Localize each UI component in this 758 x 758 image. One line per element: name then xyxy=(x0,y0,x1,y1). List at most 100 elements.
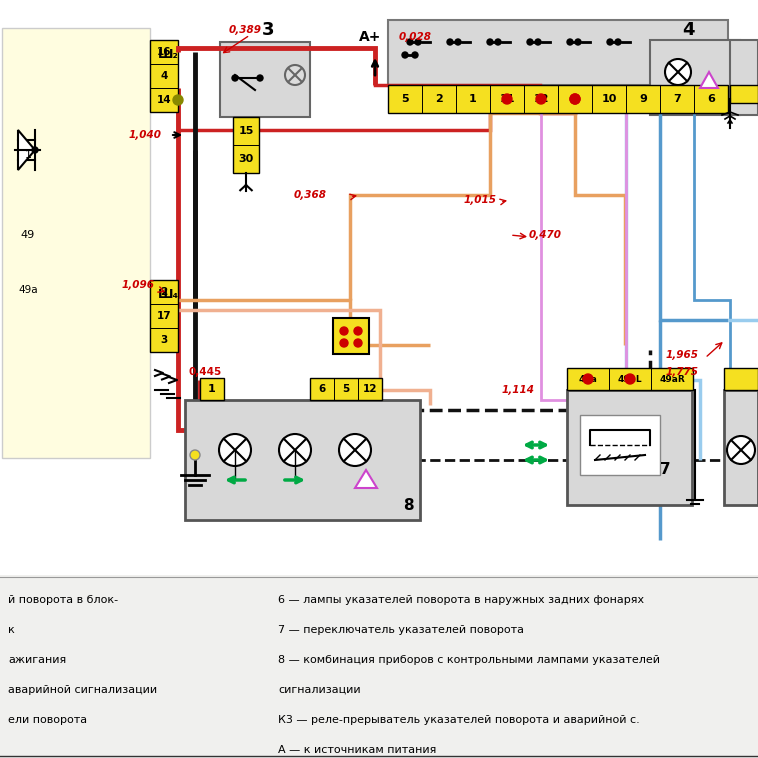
Text: Ш₄: Ш₄ xyxy=(158,289,178,302)
Circle shape xyxy=(339,434,371,466)
FancyBboxPatch shape xyxy=(310,378,382,400)
Text: 1,114: 1,114 xyxy=(502,385,534,395)
Text: A+: A+ xyxy=(359,30,381,44)
Circle shape xyxy=(455,39,461,45)
Text: 30: 30 xyxy=(238,154,254,164)
Circle shape xyxy=(607,39,613,45)
Circle shape xyxy=(447,39,453,45)
Text: 0,368: 0,368 xyxy=(293,190,327,200)
Text: 15: 15 xyxy=(238,126,254,136)
Text: А — к источникам питания: А — к источникам питания xyxy=(278,745,437,755)
Circle shape xyxy=(495,39,501,45)
Text: 2: 2 xyxy=(161,287,168,297)
Text: 1,040: 1,040 xyxy=(129,130,161,140)
Text: 6: 6 xyxy=(318,384,326,394)
Circle shape xyxy=(570,94,580,104)
Text: 1: 1 xyxy=(24,150,32,160)
Text: 11: 11 xyxy=(500,94,515,104)
Text: сигнализации: сигнализации xyxy=(278,685,361,695)
Text: 0,470: 0,470 xyxy=(528,230,562,240)
Text: 49: 49 xyxy=(21,230,35,240)
Text: 8 — комбинация приборов с контрольными лампами указателей: 8 — комбинация приборов с контрольными л… xyxy=(278,655,660,665)
Circle shape xyxy=(575,39,581,45)
Circle shape xyxy=(402,52,408,58)
Circle shape xyxy=(615,39,621,45)
Text: 16: 16 xyxy=(157,47,171,57)
Polygon shape xyxy=(355,470,377,488)
Circle shape xyxy=(173,95,183,105)
Circle shape xyxy=(570,94,580,104)
FancyBboxPatch shape xyxy=(0,0,758,575)
Text: 4: 4 xyxy=(681,21,694,39)
Text: 12: 12 xyxy=(363,384,377,394)
Circle shape xyxy=(415,39,421,45)
FancyBboxPatch shape xyxy=(150,280,178,352)
Text: 6 — лампы указателей поворота в наружных задних фонарях: 6 — лампы указателей поворота в наружных… xyxy=(278,595,644,605)
Circle shape xyxy=(412,52,418,58)
Circle shape xyxy=(190,450,200,460)
Text: 0,445: 0,445 xyxy=(189,367,221,377)
Text: 8: 8 xyxy=(402,497,413,512)
FancyBboxPatch shape xyxy=(567,368,693,390)
Circle shape xyxy=(232,75,238,81)
Text: 7 — переключатель указателей поворота: 7 — переключатель указателей поворота xyxy=(278,625,524,635)
Text: 9: 9 xyxy=(639,94,647,104)
Circle shape xyxy=(625,374,635,384)
Polygon shape xyxy=(700,72,718,88)
Text: 12: 12 xyxy=(533,94,549,104)
Circle shape xyxy=(285,65,305,85)
Text: 6: 6 xyxy=(707,94,715,104)
FancyBboxPatch shape xyxy=(730,40,758,115)
Text: 1,096: 1,096 xyxy=(121,280,155,290)
Text: 5: 5 xyxy=(401,94,409,104)
Circle shape xyxy=(340,339,348,347)
Text: 1: 1 xyxy=(208,384,216,394)
Text: ажигания: ажигания xyxy=(8,655,66,665)
FancyBboxPatch shape xyxy=(580,415,660,475)
Text: к: к xyxy=(8,625,14,635)
Text: К3 — реле-прерыватель указателей поворота и аварийной с.: К3 — реле-прерыватель указателей поворот… xyxy=(278,715,640,725)
FancyBboxPatch shape xyxy=(200,378,224,400)
FancyBboxPatch shape xyxy=(730,85,758,103)
FancyBboxPatch shape xyxy=(650,40,740,115)
Text: 3: 3 xyxy=(262,21,274,39)
Circle shape xyxy=(407,39,413,45)
FancyBboxPatch shape xyxy=(388,85,728,113)
Text: 1,775: 1,775 xyxy=(666,367,699,377)
Text: 49aL: 49aL xyxy=(618,374,642,384)
Text: 10: 10 xyxy=(601,94,617,104)
Circle shape xyxy=(567,39,573,45)
Text: 14: 14 xyxy=(157,95,171,105)
FancyBboxPatch shape xyxy=(0,575,758,758)
Text: 49a: 49a xyxy=(18,285,38,295)
FancyBboxPatch shape xyxy=(220,42,310,117)
Text: 3: 3 xyxy=(161,335,168,345)
Text: 7: 7 xyxy=(659,462,670,478)
Text: 4: 4 xyxy=(571,94,579,104)
Circle shape xyxy=(583,374,593,384)
Text: 49a: 49a xyxy=(578,374,597,384)
FancyBboxPatch shape xyxy=(233,117,259,173)
Circle shape xyxy=(354,327,362,335)
Circle shape xyxy=(340,327,348,335)
Circle shape xyxy=(219,434,251,466)
Text: 4: 4 xyxy=(160,71,168,81)
Text: 1: 1 xyxy=(469,94,477,104)
Text: 49aR: 49aR xyxy=(659,374,685,384)
Text: 2: 2 xyxy=(435,94,443,104)
Text: 7: 7 xyxy=(673,94,681,104)
Text: ели поворота: ели поворота xyxy=(8,715,87,725)
FancyBboxPatch shape xyxy=(724,390,758,505)
Polygon shape xyxy=(18,130,35,170)
Text: 0,028: 0,028 xyxy=(399,32,431,42)
Circle shape xyxy=(354,339,362,347)
Circle shape xyxy=(502,94,512,104)
Text: 0,389: 0,389 xyxy=(228,25,262,35)
FancyBboxPatch shape xyxy=(2,28,150,458)
FancyBboxPatch shape xyxy=(567,390,692,505)
FancyBboxPatch shape xyxy=(388,20,728,85)
FancyBboxPatch shape xyxy=(724,368,758,390)
Circle shape xyxy=(535,39,541,45)
Text: 5: 5 xyxy=(343,384,349,394)
Circle shape xyxy=(536,94,546,104)
